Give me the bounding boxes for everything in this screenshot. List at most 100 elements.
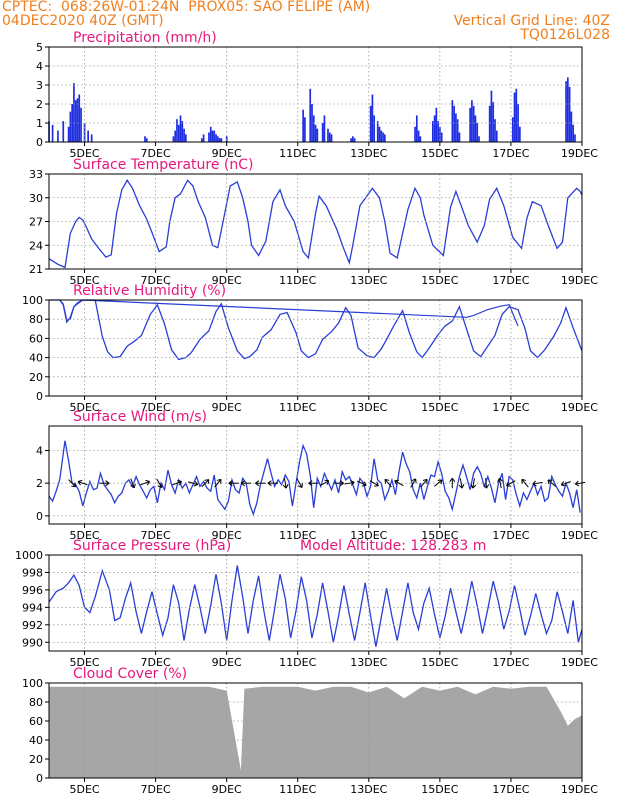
- precip-bar: [456, 119, 459, 142]
- rh-xtick-label: 17DEC: [492, 401, 529, 414]
- precip-bar: [327, 128, 329, 142]
- press-ytick-label: 992: [22, 619, 43, 632]
- precip-bar: [515, 88, 518, 142]
- rh-ytick-label: 40: [29, 352, 43, 365]
- cloud-xtick-label: 13DEC: [350, 783, 387, 796]
- wind-xtick-label: 13DEC: [350, 529, 387, 542]
- precip-bar: [474, 115, 477, 142]
- temp-ytick-label: 21: [29, 263, 43, 276]
- precip-bar: [179, 115, 182, 142]
- cloud-xtick-label: 7DEC: [141, 783, 171, 796]
- press-ytick-label: 996: [22, 584, 43, 597]
- press-xtick-label: 11DEC: [279, 656, 316, 669]
- press-ytick-label: 994: [22, 601, 43, 614]
- press-ytick-label: 998: [22, 566, 43, 579]
- wind-xtick-label: 11DEC: [279, 529, 316, 542]
- rh-xtick-label: 11DEC: [279, 401, 316, 414]
- press-panel: 990 992 994 996 998 1000 5DEC 7DEC 9DEC 11DEC 13DE…: [15, 538, 598, 669]
- precip-bar: [415, 115, 418, 142]
- wind-arrow: [156, 478, 163, 488]
- wind-arrow: [282, 478, 289, 489]
- precip-bar: [378, 126, 381, 142]
- precip-title: Precipitation (mm/h): [73, 30, 217, 46]
- precip-ytick-label: 4: [36, 60, 43, 73]
- precip-bar: [218, 138, 221, 142]
- precip-bar: [311, 104, 313, 142]
- press-series-line: [48, 565, 583, 647]
- wind-ytick-label: 4: [36, 445, 43, 458]
- wind-arrow: [497, 477, 503, 489]
- precip-bar: [435, 107, 438, 142]
- precip-bar: [62, 121, 65, 142]
- precip-bar: [74, 100, 77, 142]
- precip-bar: [71, 104, 73, 142]
- precip-bar: [494, 119, 496, 142]
- precip-bar: [57, 130, 59, 142]
- precip-bar: [316, 128, 319, 142]
- wind-series-line: [48, 440, 581, 517]
- precip-bar: [76, 98, 79, 142]
- temp-xtick-label: 13DEC: [350, 274, 387, 287]
- temp-xtick-label: 7DEC: [141, 274, 171, 287]
- rh-xtick-label: 7DEC: [141, 401, 171, 414]
- wind-arrow: [410, 478, 417, 488]
- precip-bar: [177, 124, 180, 142]
- wind-ytick-label: 2: [36, 477, 43, 490]
- precip-bar: [213, 130, 216, 142]
- precip-xtick-label: 17DEC: [492, 147, 529, 160]
- precip-panel: 0 1 2 3 4 5 5DEC 7DEC 9DEC 11DEC 13DEC 15DEC 17DEC 19…: [36, 30, 598, 160]
- wind-arrow: [521, 478, 529, 488]
- precip-bar: [69, 111, 72, 142]
- precip-bar: [570, 111, 573, 142]
- precip-bar: [144, 136, 146, 142]
- press-xtick-label: 17DEC: [492, 656, 529, 669]
- precip-bar: [439, 126, 441, 142]
- wind-arrow: [369, 480, 379, 487]
- wind-xtick-label: 9DEC: [212, 529, 242, 542]
- precip-bar: [451, 100, 454, 142]
- precip-bar: [437, 121, 439, 142]
- precip-bar: [202, 134, 205, 142]
- wind-panel: 0 2 4 5DEC 7DEC 9DEC 11DEC 13DEC 15DEC 17DEC 19DEC…: [36, 409, 598, 542]
- rh-xtick-label: 19DEC: [561, 401, 598, 414]
- precip-bar: [181, 121, 184, 142]
- wind-arrow: [458, 478, 465, 489]
- precip-bar: [414, 126, 416, 142]
- rh-ytick-label: 0: [36, 390, 43, 403]
- header-vertical-grid-line: Vertical Grid Line: 40Z: [453, 13, 610, 29]
- temp-ytick-label: 27: [29, 216, 43, 229]
- rh-ytick-label: 20: [29, 371, 43, 384]
- rh-ytick-label: 100: [22, 294, 43, 307]
- wind-xtick-label: 15DEC: [421, 529, 458, 542]
- press-title: Surface Pressure (hPa): [73, 538, 231, 554]
- wind-arrow: [449, 477, 456, 489]
- precip-bar: [376, 121, 379, 142]
- press-frame: [48, 554, 583, 652]
- precip-bar: [519, 126, 521, 142]
- temp-series-line: [48, 179, 583, 269]
- wind-arrow: [384, 478, 392, 488]
- precip-bar: [323, 115, 326, 142]
- precip-ytick-label: 3: [36, 79, 43, 92]
- precip-ytick-label: 0: [36, 136, 43, 149]
- precip-bar: [495, 130, 498, 142]
- press-xtick-label: 19DEC: [561, 656, 598, 669]
- temp-xtick-label: 9DEC: [212, 274, 242, 287]
- cloud-ytick-label: 80: [29, 696, 43, 709]
- precip-xtick-label: 15DEC: [421, 147, 458, 160]
- precip-bar: [383, 134, 386, 142]
- wind-xtick-label: 7DEC: [141, 529, 171, 542]
- precip-bar: [566, 77, 569, 142]
- wind-arrow: [201, 479, 210, 488]
- precip-bar: [328, 132, 331, 142]
- precip-ytick-label: 5: [36, 41, 43, 54]
- cloud-title: Cloud Cover (%): [73, 666, 187, 682]
- cloud-xtick-label: 11DEC: [279, 783, 316, 796]
- wind-ytick-label: 0: [36, 510, 43, 523]
- temp-xtick-label: 11DEC: [279, 274, 316, 287]
- wind-arrow: [433, 479, 443, 487]
- precip-bar: [440, 132, 443, 142]
- wind-arrow: [574, 480, 586, 487]
- precip-bar: [211, 130, 214, 142]
- precip-bar: [574, 134, 576, 142]
